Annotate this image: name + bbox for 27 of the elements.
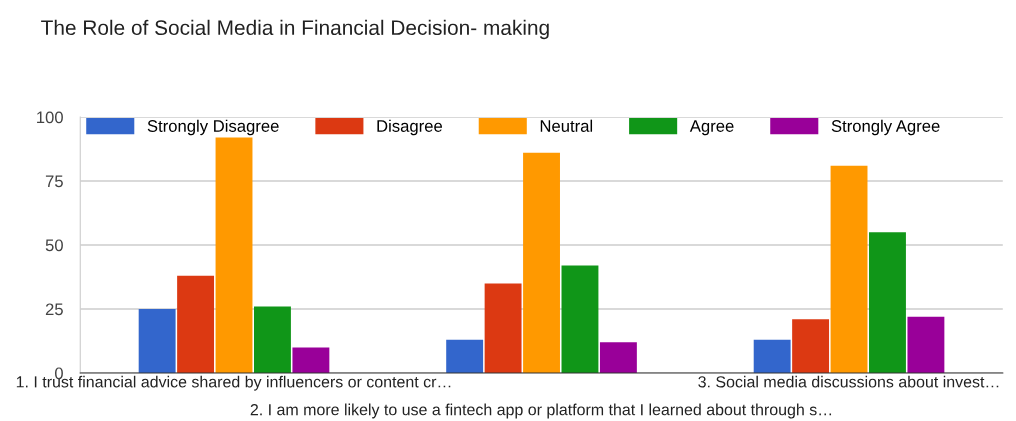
legend-label: Strongly Disagree	[147, 119, 279, 136]
bar	[792, 319, 830, 374]
legend-label: Strongly Agree	[831, 119, 940, 136]
bar	[523, 152, 560, 374]
bar	[753, 339, 791, 374]
bar	[446, 339, 484, 374]
y-tick-label: 50	[45, 239, 63, 252]
bar	[177, 275, 215, 374]
bar	[215, 137, 253, 374]
bar	[254, 306, 291, 374]
bar	[138, 309, 176, 374]
y-tick-label: 25	[45, 303, 63, 316]
y-tick-label: 75	[45, 175, 63, 188]
x-tick-label: 3. Social media discussions about invest…	[698, 375, 999, 388]
bar	[484, 283, 522, 374]
legend-label: Disagree	[377, 119, 443, 136]
bar	[869, 232, 906, 374]
bar	[599, 342, 637, 374]
bar	[907, 316, 945, 374]
bar	[830, 165, 868, 374]
y-tick-label: 100	[37, 111, 63, 124]
legend-label: Neutral	[540, 119, 593, 132]
chart-title: The Role of Social Media in Financial Decision- making	[41, 19, 549, 40]
bar	[561, 265, 599, 374]
x-tick-label: 2. I am more likely to use a fintech app or platform that I learned about through s…	[250, 403, 832, 419]
bar	[292, 347, 330, 374]
legend-label: Agree	[689, 120, 734, 136]
